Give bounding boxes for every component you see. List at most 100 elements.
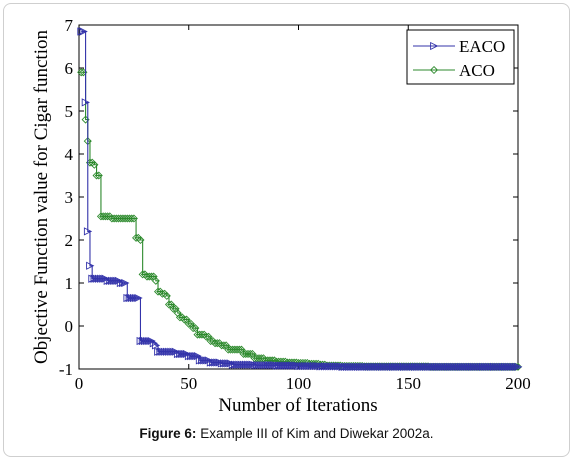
y-tick-label: 1 — [65, 274, 74, 293]
data-point-eaco — [358, 362, 367, 371]
data-point-eaco — [500, 362, 510, 371]
data-point-eaco — [244, 360, 253, 369]
y-axis-ticks: -1 0 1 2 3 4 5 6 7 — [59, 16, 518, 379]
data-point-eaco — [151, 341, 161, 350]
data-point-eaco — [336, 362, 345, 371]
data-point-eaco — [86, 261, 95, 270]
legend-box — [406, 29, 515, 85]
legend-item-eaco: EACO — [413, 37, 505, 56]
data-point-eaco — [303, 361, 312, 371]
data-point-aco — [189, 324, 198, 333]
data-point-eaco — [364, 362, 374, 371]
data-point-eaco — [294, 361, 303, 371]
data-point-eaco — [371, 362, 380, 371]
data-point-aco — [175, 313, 185, 322]
data-point-eaco — [334, 362, 343, 371]
data-point-eaco — [211, 358, 220, 367]
data-point-eaco — [165, 347, 174, 356]
data-point-eaco — [198, 356, 207, 365]
data-point-eaco — [448, 362, 457, 371]
data-point-eaco — [246, 360, 255, 369]
data-point-aco — [90, 160, 99, 169]
data-point-eaco — [138, 336, 148, 346]
data-point-eaco — [79, 27, 88, 36]
data-point-eaco — [160, 347, 170, 356]
data-point-eaco — [132, 293, 141, 303]
data-point-eaco — [421, 362, 431, 371]
data-point-eaco — [180, 349, 189, 359]
data-point-eaco — [323, 362, 332, 371]
data-point-eaco — [187, 351, 196, 361]
data-point-eaco — [274, 361, 284, 370]
data-point-eaco — [450, 362, 459, 371]
data-point-eaco — [465, 362, 475, 371]
data-point-eaco — [290, 361, 299, 370]
data-point-eaco — [250, 361, 260, 370]
data-point-eaco — [257, 361, 266, 370]
data-point-eaco — [108, 276, 117, 285]
data-point-eaco — [296, 361, 306, 371]
data-point-eaco — [112, 276, 121, 285]
data-point-eaco — [88, 274, 97, 283]
data-point-eaco — [353, 362, 363, 371]
data-point-eaco — [123, 293, 132, 303]
data-point-eaco — [428, 362, 437, 371]
data-point-aco — [180, 315, 189, 324]
data-point-eaco — [320, 362, 330, 371]
data-point-eaco — [472, 362, 481, 371]
data-point-aco — [202, 332, 211, 341]
data-point-eaco — [224, 359, 233, 368]
data-point-eaco — [94, 274, 104, 283]
data-point-eaco — [99, 274, 108, 283]
data-point-eaco — [206, 358, 216, 367]
data-point-eaco — [452, 362, 461, 371]
data-point-eaco — [169, 347, 178, 356]
y-tick-label: 0 — [65, 317, 74, 336]
data-point-eaco — [261, 361, 270, 370]
data-point-eaco — [252, 361, 262, 370]
x-tick-label: 200 — [505, 374, 531, 393]
data-point-aco — [132, 233, 141, 242]
data-point-eaco — [189, 351, 198, 361]
y-axis-label: Objective Function value for Cigar funct… — [31, 30, 52, 364]
data-point-eaco — [338, 362, 347, 371]
data-point-eaco — [386, 362, 396, 371]
data-point-eaco — [288, 361, 297, 370]
data-point-eaco — [310, 361, 319, 371]
data-point-eaco — [143, 336, 152, 346]
data-point-eaco — [259, 361, 268, 370]
data-point-aco — [136, 235, 145, 245]
data-point-eaco — [507, 362, 516, 371]
legend: EACO ACO — [406, 29, 515, 85]
data-point-eaco — [360, 362, 369, 371]
data-point-eaco — [470, 362, 479, 371]
data-point-eaco — [483, 362, 492, 371]
data-point-eaco — [402, 362, 411, 371]
data-point-eaco — [209, 358, 218, 367]
data-point-aco — [169, 304, 178, 313]
data-point-eaco — [266, 361, 275, 370]
data-point-eaco — [373, 362, 382, 371]
data-point-eaco — [314, 361, 323, 371]
data-point-eaco — [498, 362, 508, 371]
data-point-eaco — [485, 362, 494, 371]
data-point-aco — [162, 291, 171, 300]
series-eaco — [77, 27, 523, 371]
data-point-eaco — [318, 362, 328, 371]
data-point-eaco — [272, 361, 281, 370]
data-point-eaco — [145, 336, 154, 346]
data-point-eaco — [222, 359, 231, 368]
data-point-eaco — [468, 362, 477, 371]
data-point-eaco — [156, 347, 165, 356]
data-point-eaco — [171, 347, 180, 356]
data-point-eaco — [307, 361, 317, 371]
data-point-eaco — [514, 362, 523, 371]
data-point-eaco — [391, 362, 400, 371]
data-point-eaco — [127, 293, 137, 303]
y-tick-label: 5 — [65, 102, 74, 121]
data-point-eaco — [116, 278, 126, 288]
data-point-eaco — [375, 362, 385, 371]
data-point-eaco — [481, 362, 490, 371]
data-point-eaco — [443, 362, 453, 371]
